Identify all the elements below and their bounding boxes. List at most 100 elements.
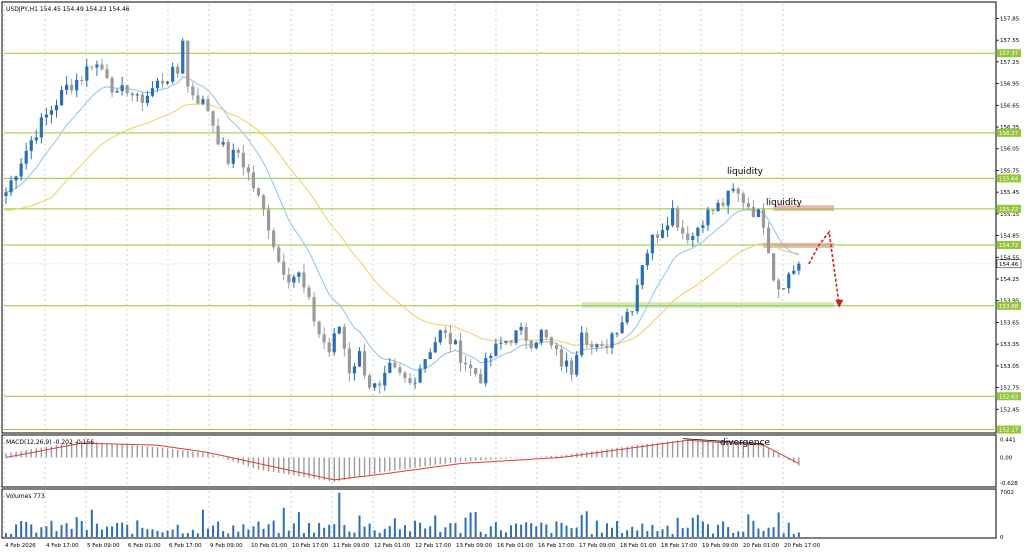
- candle-body: [650, 234, 654, 254]
- candle-body: [681, 227, 685, 234]
- level-price-label: 155.64: [999, 176, 1019, 182]
- candle-body: [590, 344, 594, 348]
- candle-body: [448, 333, 452, 345]
- macd-series: 0.441 0.00 -0.628: [5, 437, 1018, 487]
- time-tick-label: 12 Feb 17:00: [415, 543, 452, 549]
- candle-body: [277, 247, 281, 262]
- macd-tick-label: 0.441: [1000, 437, 1016, 443]
- candle-body: [357, 351, 362, 367]
- volume-bars: 7002 0: [5, 490, 1014, 541]
- price-tick-label: 155.15: [1000, 212, 1020, 218]
- candle-body: [398, 367, 402, 373]
- level-price-tag: [997, 241, 1021, 250]
- candle-body: [721, 202, 725, 206]
- candle-body: [14, 176, 18, 181]
- macd-tick-label: 0.00: [1000, 455, 1013, 461]
- macd-label: MACD(12,26,9) -0.202 -0.156: [6, 439, 94, 446]
- price-tick-label: 154.25: [1000, 277, 1020, 283]
- price-tick-label: 156.05: [1000, 147, 1020, 153]
- candle-body: [140, 94, 144, 104]
- price-tick-label: 152.45: [1000, 407, 1020, 413]
- level-price-tag: [997, 174, 1021, 183]
- candle-body: [110, 77, 114, 93]
- level-lines: [4, 52, 996, 431]
- candle-body: [292, 276, 296, 283]
- price-panel: [1, 1, 997, 434]
- candle-body: [438, 330, 442, 343]
- annotation-liquidity-zone: liquidity: [766, 198, 803, 208]
- price-axis: 157.85157.55157.25156.95156.65156.35156.…: [996, 16, 1022, 434]
- projection-arrowhead: [835, 299, 844, 308]
- candle-body: [615, 333, 619, 335]
- candle-body: [726, 190, 730, 206]
- price-tick-label: 156.35: [1000, 125, 1020, 131]
- candle-body: [640, 265, 644, 285]
- candle-body: [408, 378, 412, 384]
- candle-body: [696, 227, 700, 236]
- volume-panel: [1, 488, 997, 539]
- time-tick-label: 10 Feb 01:00: [251, 543, 288, 549]
- candle-body: [706, 209, 710, 226]
- candle-body: [777, 280, 781, 290]
- price-tick-label: 154.85: [1000, 234, 1020, 240]
- candle-body: [342, 326, 346, 349]
- price-tick-label: 153.35: [1000, 342, 1020, 348]
- candle-body: [125, 85, 129, 94]
- price-tick-label: 156.65: [1000, 103, 1020, 109]
- candle-body: [529, 340, 533, 349]
- volume-tick-label: 7002: [1000, 490, 1014, 496]
- candle-body: [504, 341, 508, 343]
- candle-body: [645, 253, 649, 266]
- candle-body: [236, 149, 240, 153]
- current-price-tag: [996, 259, 1022, 269]
- level-price-tag: [997, 392, 1021, 401]
- price-tick-label: 153.05: [1000, 364, 1020, 370]
- current-price-label: 154.46: [999, 262, 1019, 268]
- candle-body: [433, 342, 437, 353]
- projection-path: [808, 230, 841, 306]
- candle-body: [302, 272, 306, 288]
- annotation-liquidity-top: liquidity: [727, 167, 764, 177]
- candle-body: [176, 66, 180, 74]
- candle-body: [383, 372, 387, 386]
- volumes-label: Volumes 773: [6, 493, 45, 500]
- price-tick-label: 155.45: [1000, 190, 1020, 196]
- candle-body: [484, 358, 488, 384]
- candle-body: [570, 360, 574, 375]
- time-tick-label: 20 Feb 01:00: [743, 543, 780, 549]
- candle-body: [585, 332, 589, 345]
- candle-body: [256, 188, 261, 196]
- candle-body: [201, 99, 205, 104]
- candle-body: [625, 311, 629, 323]
- candle-body: [575, 355, 579, 375]
- candle-body: [120, 85, 124, 92]
- candle-body: [251, 172, 256, 189]
- candle-body: [267, 209, 271, 231]
- candle-body: [756, 209, 761, 217]
- price-tick-label: 156.95: [1000, 82, 1020, 88]
- candle-body: [261, 195, 266, 210]
- time-tick-label: 13 Feb 09:00: [456, 543, 493, 549]
- volume-tick-label: 0: [1000, 535, 1004, 541]
- candle-body: [413, 382, 417, 384]
- candle-body: [671, 208, 675, 226]
- candle-body: [145, 95, 149, 104]
- candle-body: [368, 375, 372, 388]
- ma-slow-line: [5, 103, 799, 346]
- level-price-tag: [997, 128, 1021, 137]
- time-tick-label: 12 Feb 01:00: [374, 543, 411, 549]
- candle-body: [241, 152, 245, 168]
- candle-body: [155, 80, 160, 89]
- grid: [3, 4, 996, 537]
- level-price-label: 152.63: [999, 394, 1019, 400]
- candle-body: [761, 209, 766, 228]
- price-tick-label: 157.25: [1000, 60, 1020, 66]
- time-tick-label: 4 Feb 2026: [5, 543, 36, 549]
- candle-body: [549, 337, 553, 346]
- candle-body: [211, 111, 215, 126]
- macd-signal-line: [5, 439, 800, 481]
- price-tick-label: 154.55: [1000, 255, 1020, 261]
- candle-body: [24, 150, 28, 164]
- candle-body: [772, 253, 776, 281]
- level-price-label: 152.17: [999, 428, 1019, 434]
